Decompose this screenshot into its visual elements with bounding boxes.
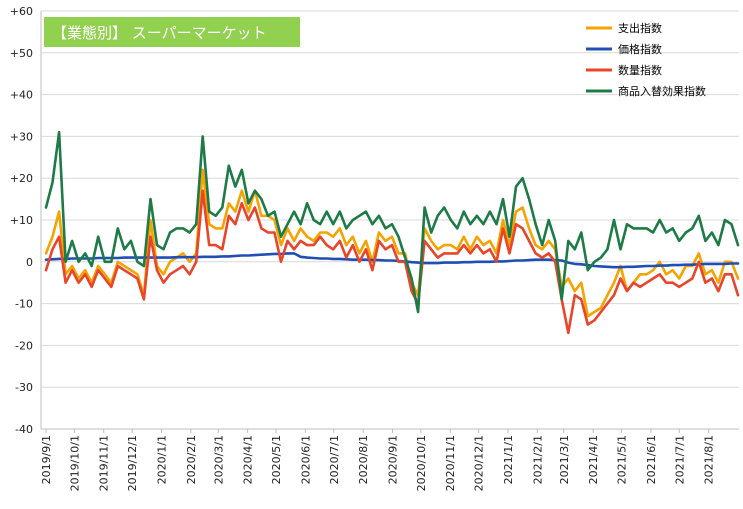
y-tick-label: +50 (10, 47, 33, 60)
y-tick-label: 0 (26, 256, 33, 269)
x-tick-label: 2019/11/1 (98, 435, 111, 491)
y-tick-label: -20 (15, 339, 33, 352)
x-tick-label: 2021/3/1 (558, 435, 571, 484)
y-tick-labels: +60 +50 +40 +30 +20 +10 0 -10 -20 -30 -40 (10, 5, 33, 436)
x-tick-label: 2020/2/1 (185, 435, 198, 484)
y-tick-label: +30 (10, 130, 33, 143)
x-tick-label: 2020/11/1 (444, 435, 457, 491)
badge-label: 【業態別】 スーパーマーケット (52, 24, 267, 42)
x-tick-label: 2019/10/1 (68, 435, 81, 491)
y-tick-label: +20 (10, 172, 33, 185)
x-tick-label: 2020/7/1 (328, 435, 341, 484)
legend-label: 支出指数 (618, 21, 662, 35)
x-tick-label: 2020/12/1 (473, 435, 486, 491)
x-tick-label: 2020/5/1 (270, 435, 283, 484)
x-tick-label: 2020/3/1 (212, 435, 225, 484)
y-tick-label: -30 (15, 381, 33, 394)
legend-label: 価格指数 (618, 42, 662, 56)
chart-badge: 【業態別】 スーパーマーケット (44, 17, 300, 47)
series-line (44, 252, 740, 269)
series-lines (44, 130, 740, 335)
x-tick-label: 2021/8/1 (703, 435, 716, 484)
series-line (44, 189, 740, 335)
y-tick-label: +10 (10, 214, 33, 227)
x-tick-label: 2021/5/1 (616, 435, 629, 484)
y-tick-label: -40 (15, 423, 33, 436)
y-tick-label: -10 (15, 298, 33, 311)
x-tick-label: 2020/9/1 (386, 435, 399, 484)
series-line (44, 168, 740, 318)
x-tick-label: 2021/2/1 (531, 435, 544, 484)
y-tick-label: +60 (10, 5, 33, 18)
x-tick-labels: 2019/9/1 2019/10/1 2019/11/1 2019/12/1 2020/… (40, 435, 716, 491)
axes (40, 11, 739, 433)
legend-label: 商品入替効果指数 (618, 84, 706, 98)
x-tick-label: 2019/12/1 (126, 435, 139, 491)
x-tick-label: 2020/1/1 (155, 435, 168, 484)
x-tick-label: 2021/4/1 (587, 435, 600, 484)
x-tick-label: 2020/6/1 (299, 435, 312, 484)
x-tick-label: 2021/6/1 (645, 435, 658, 484)
x-tick-label: 2021/7/1 (673, 435, 686, 484)
y-tick-label: +40 (10, 89, 33, 102)
badge-background (44, 17, 300, 47)
legend-label: 数量指数 (618, 63, 662, 77)
x-tick-label: 2020/8/1 (357, 435, 370, 484)
x-tick-label: 2019/9/1 (40, 435, 53, 484)
x-tick-label: 2020/4/1 (242, 435, 255, 484)
x-tick-label: 2020/10/1 (415, 435, 428, 491)
series-line (44, 130, 740, 314)
x-tick-label: 2021/1/1 (502, 435, 515, 484)
